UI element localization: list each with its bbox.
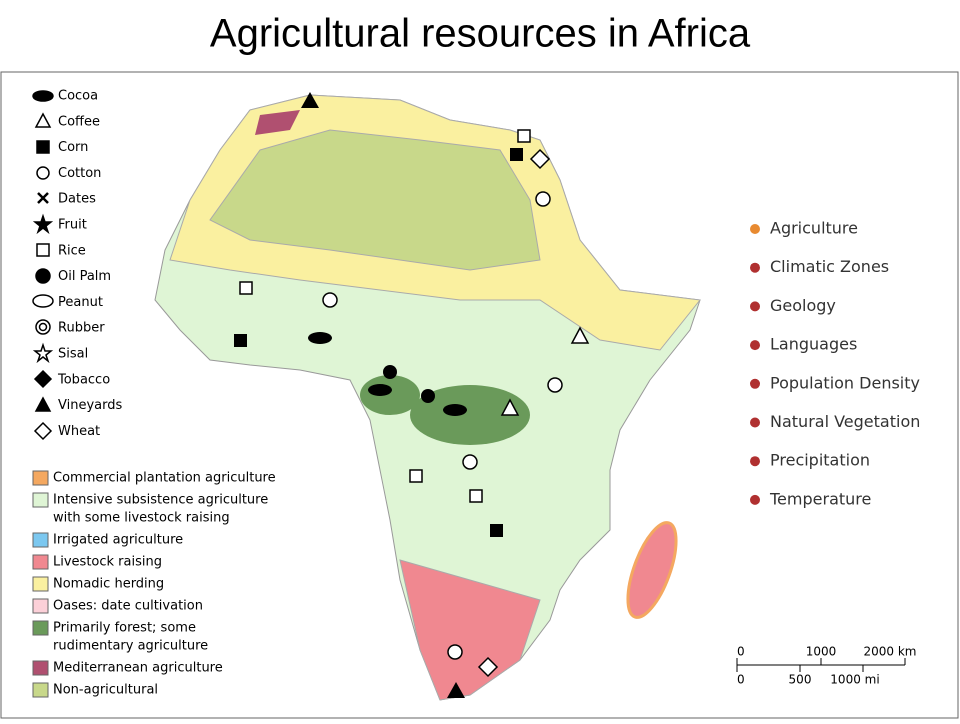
symbol-legend-label: Sisal <box>58 347 88 362</box>
symbol-legend-label: Coffee <box>58 114 100 129</box>
topic-link[interactable]: Agriculture <box>770 219 858 238</box>
topic-link[interactable]: Natural Vegetation <box>770 412 920 431</box>
topic-link[interactable]: Temperature <box>769 489 871 508</box>
symbol-legend-label: Wheat <box>58 424 100 439</box>
land-use-swatch <box>32 660 49 676</box>
land-use-label: Livestock raising <box>53 555 162 570</box>
scale-km-label: 0 <box>737 645 745 659</box>
topic-link[interactable]: Languages <box>770 335 857 354</box>
symbol-legend-label: Cocoa <box>58 89 98 104</box>
land-use-swatch <box>32 492 49 508</box>
topic-link[interactable]: Geology <box>770 296 836 315</box>
scale-mi-label: 0 <box>737 673 745 687</box>
symbol-legend-label: Fruit <box>58 218 87 233</box>
symbol-legend-icons <box>32 90 54 441</box>
symbol-legend-label: Dates <box>58 192 96 207</box>
scale-mi-label: 1000 mi <box>830 673 879 687</box>
topic-bullet <box>750 340 760 351</box>
topic-link[interactable]: Population Density <box>770 373 920 392</box>
land-use-label: Non-agricultural <box>53 683 158 698</box>
land-use-swatch <box>32 598 49 614</box>
symbol-legend-label: Corn <box>58 140 88 155</box>
topic-bullet <box>750 378 760 389</box>
land-use-label: Commercial plantation agriculture <box>53 471 276 486</box>
land-use-label: Mediterranean agriculture <box>53 661 223 676</box>
symbol-legend-label: Peanut <box>58 295 103 310</box>
scale-km-label: 2000 km <box>864 645 917 659</box>
scale-km-label: 1000 <box>806 645 837 659</box>
symbol-legend-label: Oil Palm <box>58 269 111 284</box>
land-use-label: rudimentary agriculture <box>53 639 208 654</box>
topic-bullet <box>750 224 760 234</box>
title: Agricultural resources in Africa <box>210 12 751 56</box>
symbol-legend-label: Tobacco <box>57 372 110 387</box>
land-use-swatch <box>32 682 49 698</box>
land-use-label: Irrigated agriculture <box>53 533 183 548</box>
land-use-swatch <box>32 576 49 592</box>
topic-bullet <box>750 417 760 428</box>
scale-mi-label: 500 <box>789 673 812 687</box>
topic-bullet <box>750 262 760 273</box>
topic-bullet <box>750 456 760 467</box>
symbol-legend-label: Vineyards <box>58 398 122 413</box>
topic-link[interactable]: Precipitation <box>770 451 870 470</box>
symbol-legend-label: Rice <box>58 243 86 258</box>
topic-bullet <box>750 301 760 312</box>
symbol-legend-label: Rubber <box>58 321 105 336</box>
land-use-swatch <box>32 532 49 548</box>
land-use-swatch <box>32 620 49 636</box>
land-use-label: Nomadic herding <box>53 577 164 592</box>
symbol-legend-label: Cotton <box>58 166 101 181</box>
land-use-swatch <box>32 554 49 570</box>
land-use-label: with some livestock raising <box>53 511 230 526</box>
topic-link[interactable]: Climatic Zones <box>770 257 889 276</box>
land-use-label: Oases: date cultivation <box>53 599 203 614</box>
scale-bar <box>736 658 906 672</box>
africa-map <box>154 92 701 701</box>
land-use-label: Primarily forest; some <box>53 621 196 636</box>
land-use-swatch <box>32 470 49 486</box>
land-use-label: Intensive subsistence agriculture <box>53 493 268 508</box>
topic-bullet <box>750 494 760 505</box>
